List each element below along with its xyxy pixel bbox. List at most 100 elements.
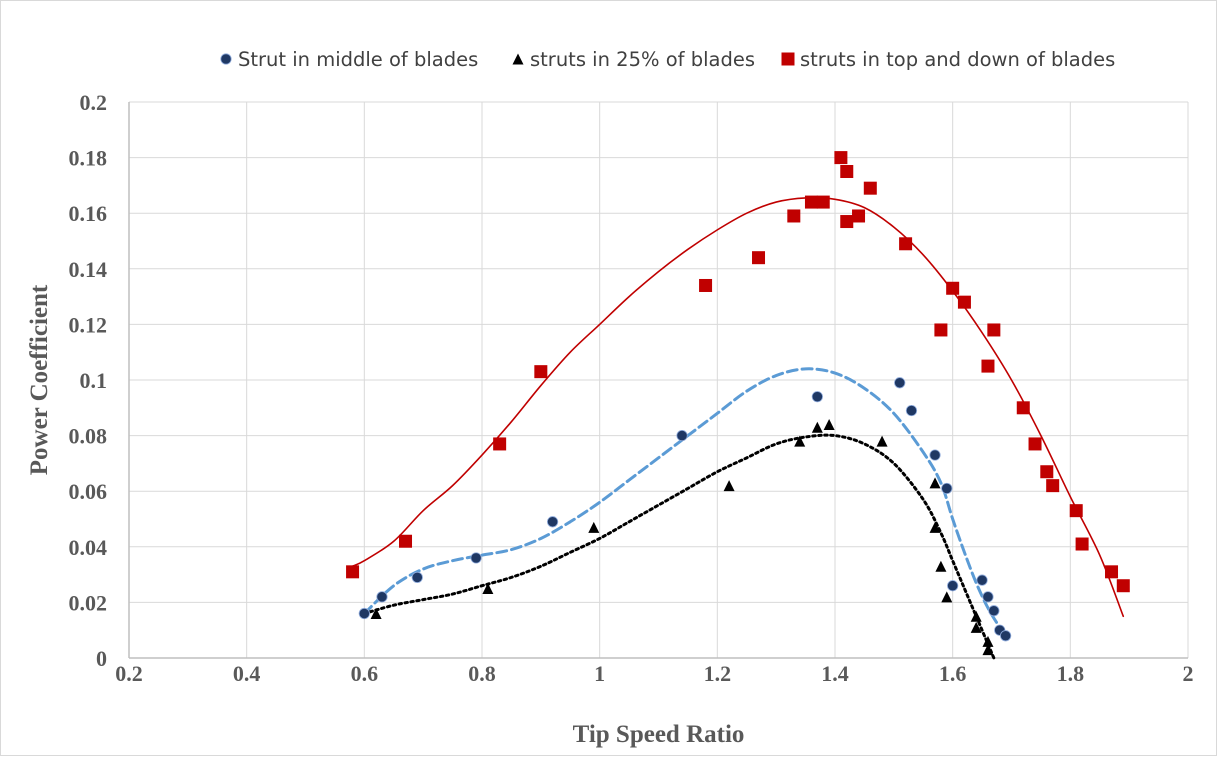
top-down-strut-point (934, 323, 948, 337)
strut-25pct-point (970, 621, 982, 633)
axes: 0.2 0.4 0.6 0.8 1 1.2 1.4 1.6 1.8 2 0 0.02 0.04 0.06 0… (69, 90, 1194, 686)
strut-25pct-point (982, 635, 994, 647)
legend-item-middle-strut: Strut in middle of blades (220, 48, 478, 71)
top-down-strut-point (752, 251, 766, 265)
y-tick-label: 0 (96, 646, 107, 671)
middle-strut-point (811, 391, 823, 403)
middle-strut-point (470, 552, 482, 564)
trendlines (351, 196, 1125, 660)
middle-strut-point (905, 404, 918, 417)
middle-strut-point (894, 377, 906, 389)
x-tick-label: 2 (1183, 661, 1194, 686)
data-markers (346, 151, 1130, 656)
legend-marker-strut-25pct (512, 53, 524, 65)
top-down-strut-point (699, 278, 713, 292)
top-down-strut-point (1116, 579, 1130, 593)
x-tick-label: 0.2 (115, 661, 143, 686)
x-tick-label: 1.4 (821, 661, 849, 686)
middle-strut-point (358, 607, 370, 620)
middle-strut-point (411, 571, 423, 583)
y-tick-label: 0.2 (80, 90, 108, 115)
top-down-strut-trendline (351, 196, 1125, 618)
y-tick-label: 0.18 (69, 146, 108, 171)
y-tick-label: 0.1 (80, 368, 108, 393)
middle-strut-point (976, 574, 988, 586)
legend-label: struts in 25% of blades (530, 48, 755, 71)
middle-strut-point (676, 429, 688, 442)
strut-25pct-trendline (362, 433, 996, 660)
top-down-strut-point (346, 565, 360, 579)
top-down-strut-point (899, 237, 913, 251)
strut-25pct-point (982, 644, 994, 656)
x-tick-label: 1.6 (939, 661, 967, 686)
legend-label: struts in top and down of blades (800, 48, 1115, 71)
strut-25pct-point (970, 610, 982, 622)
y-tick-label: 0.16 (69, 201, 108, 226)
top-down-strut-point (981, 359, 995, 373)
top-down-strut-point (1105, 565, 1119, 579)
top-down-strut-point (840, 165, 854, 178)
middle-strut-point (376, 591, 388, 603)
legend-label: Strut in middle of blades (238, 48, 478, 71)
gridlines (129, 101, 1189, 658)
x-tick-label: 0.8 (468, 661, 496, 686)
strut-25pct-point (482, 583, 494, 594)
x-tick-label: 1.8 (1057, 661, 1085, 686)
top-down-strut-point (852, 209, 866, 223)
x-tick-label: 0.6 (351, 661, 379, 686)
y-tick-label: 0.04 (69, 535, 108, 560)
strut-25pct-point (811, 421, 823, 433)
middle-strut-point (947, 580, 959, 592)
top-down-strut-point (1046, 479, 1060, 493)
x-axis-title: Tip Speed Ratio (573, 721, 745, 748)
strut-25pct-point (929, 521, 941, 533)
middle-strut-point (982, 591, 994, 603)
top-down-strut-point (834, 151, 848, 165)
strut-25pct-point (723, 480, 735, 492)
strut-25pct-point (935, 560, 947, 572)
top-down-strut-point (1040, 465, 1054, 479)
top-down-strut-point (787, 209, 801, 223)
strut-25pct-point (794, 435, 806, 447)
strut-25pct-point (876, 435, 888, 447)
x-tick-label: 0.4 (233, 661, 261, 686)
top-down-strut-point (946, 281, 960, 295)
top-down-strut-point (840, 215, 854, 229)
strut-25pct-point (823, 418, 835, 430)
y-tick-label: 0.12 (69, 312, 108, 337)
top-down-strut-point (816, 195, 830, 209)
top-down-strut-point (1028, 437, 1042, 451)
top-down-strut-point (1075, 537, 1089, 551)
y-axis-title: Power Coefficient (26, 284, 53, 475)
strut-25pct-point (370, 608, 382, 620)
y-tick-label: 0.06 (69, 479, 108, 504)
middle-strut-point (988, 605, 1000, 617)
top-down-strut-point (804, 195, 818, 209)
top-down-strut-point (399, 534, 413, 548)
strut-25pct-point (941, 591, 953, 603)
top-down-strut-point (534, 365, 548, 379)
y-tick-label: 0.08 (69, 424, 108, 449)
strut-25pct-point (929, 477, 941, 489)
y-tick-label: 0.02 (69, 590, 108, 615)
legend-marker-top-down-strut (781, 52, 795, 66)
y-tick-label: 0.14 (69, 257, 108, 282)
top-down-strut-point (957, 295, 971, 309)
legend-item-strut-25pct: struts in 25% of blades (512, 48, 755, 71)
middle-strut-point (546, 516, 559, 528)
top-down-strut-point (863, 181, 877, 195)
top-down-strut-point (1069, 504, 1083, 518)
legend-item-top-down-strut: struts in top and down of blades (781, 48, 1115, 71)
middle-strut-point (1000, 630, 1012, 642)
top-down-strut-point (493, 437, 507, 451)
legend-marker-middle-strut (220, 53, 232, 65)
top-down-strut-point (1016, 401, 1030, 415)
top-down-strut-point (987, 323, 1001, 337)
x-tick-label: 1 (594, 661, 605, 686)
x-tick-label: 1.2 (704, 661, 732, 686)
middle-strut-trendline (362, 367, 1008, 638)
middle-strut-point (941, 482, 953, 495)
legend: Strut in middle of blades struts in 25% o… (220, 48, 1115, 71)
